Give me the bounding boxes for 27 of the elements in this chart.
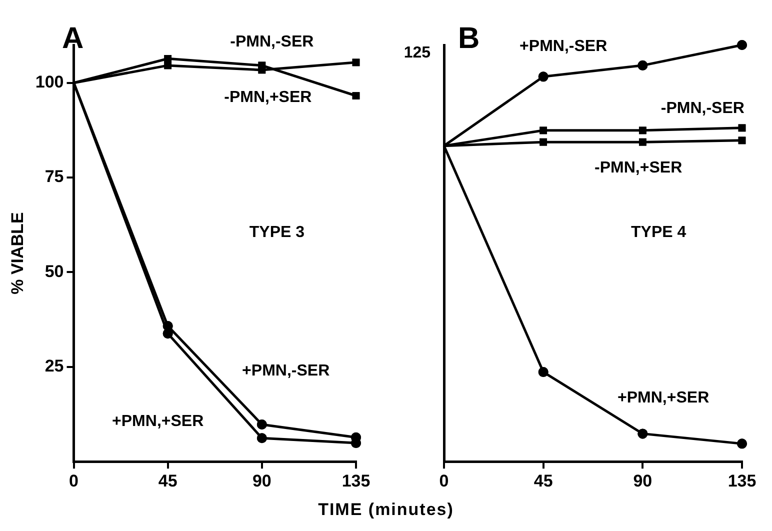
y-tick-label: 25 <box>44 356 64 376</box>
series-label: -PMN,+SER <box>594 159 683 176</box>
series-label: -PMN,+SER <box>224 88 312 106</box>
x-tick-label: 0 <box>69 471 78 490</box>
series-label: -PMN,-SER <box>660 100 745 117</box>
x-tick-label: 45 <box>534 471 553 490</box>
x-tick-label: 90 <box>252 471 272 490</box>
series-label: -PMN,-SER <box>230 33 314 50</box>
y-tick-label: 75 <box>44 167 64 186</box>
x-tick-label: 0 <box>439 471 449 490</box>
text: 125 <box>404 44 431 62</box>
x-tick-label: 135 <box>728 471 756 490</box>
chart-title: A <box>62 22 84 56</box>
series-label: +PMN,-SER <box>520 38 608 56</box>
y-tick-label: 100 <box>35 72 64 92</box>
y-tick-label: 50 <box>44 262 64 281</box>
annotation: TYPE 3 <box>249 224 305 241</box>
x-axis-title: TIME (minutes) <box>317 500 455 520</box>
series-label: +PMN,+SER <box>112 412 204 430</box>
x-tick-label: 45 <box>158 471 178 490</box>
y-axis-title: % VIABLE <box>8 212 27 294</box>
annotation: TYPE 4 <box>630 224 686 241</box>
x-tick-label: 90 <box>633 471 652 490</box>
x-tick-label: 135 <box>342 471 370 490</box>
series-label: +PMN,-SER <box>242 362 330 380</box>
chart-title: B <box>458 22 480 56</box>
series-label: +PMN,+SER <box>618 389 710 406</box>
